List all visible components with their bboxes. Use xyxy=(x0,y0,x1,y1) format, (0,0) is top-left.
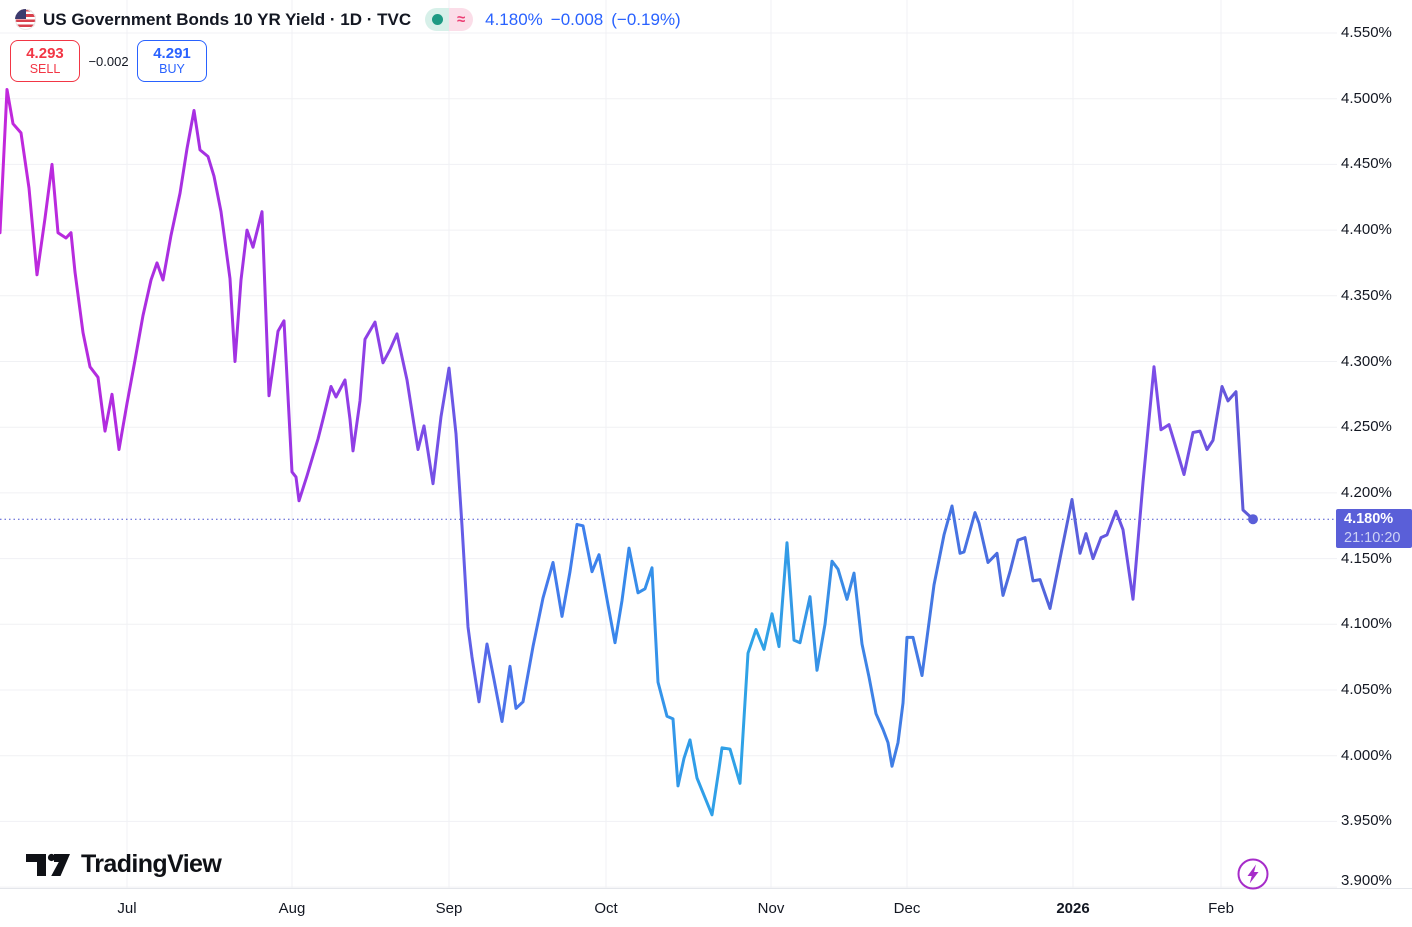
price-change-pct: (−0.19%) xyxy=(611,9,681,29)
time-axis-label: Oct xyxy=(594,900,618,917)
price-axis-label: 4.450% xyxy=(1341,155,1392,173)
last-point-dot xyxy=(1248,514,1258,525)
buy-button[interactable]: 4.291 BUY xyxy=(137,40,207,82)
bar-countdown: 21:10:20 xyxy=(1344,530,1401,546)
time-axis-label: Jul xyxy=(117,900,137,917)
price-axis-label: 4.500% xyxy=(1341,89,1392,107)
time-axis-label: Feb xyxy=(1208,900,1234,917)
price-axis[interactable]: 4.550% 4.500% 4.450% 4.400% 4.350% 4.300% 4.25… xyxy=(1337,0,1412,889)
delayed-data-icon[interactable]: ≈ xyxy=(449,8,474,31)
approx-icon: ≈ xyxy=(456,11,466,28)
time-axis-label: Dec xyxy=(893,900,921,917)
time-axis-label: Aug xyxy=(278,900,306,917)
market-open-icon[interactable] xyxy=(425,8,450,31)
tradingview-logo-text: TradingView xyxy=(81,849,222,878)
yield-line xyxy=(0,88,1255,817)
buy-label: BUY xyxy=(159,62,185,76)
quote-values: 4.180% −0.008 (−0.19%) xyxy=(485,10,689,30)
price-axis-label: 4.200% xyxy=(1341,483,1392,501)
price-axis-label: 4.250% xyxy=(1341,418,1392,436)
market-status-pills[interactable]: ≈ xyxy=(425,8,474,31)
spread-value: −0.002 xyxy=(88,53,129,69)
price-axis-label: 4.300% xyxy=(1341,352,1392,370)
sell-price: 4.293 xyxy=(26,45,64,62)
price-axis-label: 4.000% xyxy=(1341,746,1392,764)
us-flag-icon xyxy=(15,9,36,30)
sell-button[interactable]: 4.293 SELL xyxy=(10,40,80,82)
price-axis-label: 4.150% xyxy=(1341,549,1392,567)
tradingview-logo-icon xyxy=(26,853,70,876)
tradingview-logo[interactable]: TradingView xyxy=(24,847,222,881)
market-open-dot-icon xyxy=(431,14,443,25)
symbol-legend[interactable]: US Government Bonds 10 YR Yield · 1D · T… xyxy=(15,8,689,31)
sell-label: SELL xyxy=(29,62,61,76)
buy-price: 4.291 xyxy=(153,45,191,62)
instant-order-bolt-icon[interactable] xyxy=(1235,856,1271,892)
us-flag-canton xyxy=(15,9,26,19)
last-price-value: 4.180% xyxy=(1344,511,1394,527)
price-axis-label: 3.900% xyxy=(1341,872,1392,889)
symbol-title[interactable]: US Government Bonds 10 YR Yield · 1D · T… xyxy=(43,9,412,29)
time-axis[interactable]: Jul Aug Sep Oct Nov Dec 2026 Feb xyxy=(0,888,1412,927)
price-axis-label: 4.400% xyxy=(1341,221,1392,239)
time-axis-label: 2026 xyxy=(1056,900,1090,917)
time-axis-label: Sep xyxy=(435,900,463,917)
price-axis-label: 4.550% xyxy=(1341,24,1392,41)
order-widget: 4.293 SELL −0.002 4.291 BUY xyxy=(10,40,207,82)
last-price: 4.180% xyxy=(485,9,543,29)
price-axis-label: 4.350% xyxy=(1341,286,1392,304)
price-axis-label: 4.100% xyxy=(1341,615,1392,633)
time-axis-label: Nov xyxy=(757,900,785,917)
price-axis-label: 3.950% xyxy=(1341,812,1392,830)
last-price-label: 4.180% 21:10:20 xyxy=(1336,509,1412,548)
price-change: −0.008 xyxy=(550,9,604,29)
price-axis-label: 4.050% xyxy=(1341,681,1392,698)
